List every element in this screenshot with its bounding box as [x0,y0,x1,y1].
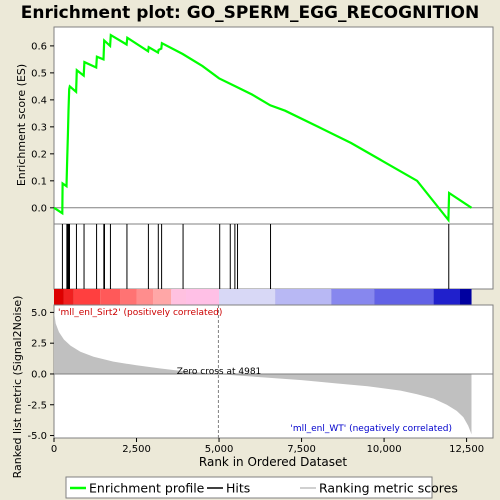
heatmap-segment [136,289,154,305]
heatmap-segment [153,289,172,305]
x-axis: 0 2,500 5,000 7,500 10,000 12,500 [51,438,484,455]
chart-title: Enrichment plot: GO_SPERM_EGG_RECOGNITIO… [21,3,480,23]
heatmap-segment [120,289,137,305]
enrichment-profile-line [53,33,473,224]
legend-label: Enrichment profile [89,481,205,496]
heatmap-segment [73,289,101,305]
es-y-axis: 0.0 0.1 0.2 0.3 0.4 0.5 0.6 [31,41,54,214]
ranking-y-tick-label: 2.5 [31,339,47,350]
heatmap-segment [433,289,460,305]
enrichment-panel [53,26,494,225]
x-tick-label: 7,500 [287,444,316,455]
x-axis-label: Rank in Ordered Dataset [199,455,347,469]
positive-correlation-label: 'mll_enl_Sirt2' (positively correlated) [58,308,222,318]
es-y-tick-label: 0.6 [31,41,47,52]
es-y-tick-label: 0.0 [31,203,47,214]
heatmap-segment [100,289,121,305]
heatmap-segment [331,289,375,305]
heatmap-segment [219,289,276,305]
ranking-y-tick-label: 5.0 [31,308,47,319]
heatmap-segment [186,289,220,305]
x-tick-label: 2,500 [122,444,151,455]
ranking-y-tick-label: 0.0 [31,369,47,380]
es-y-tick-label: 0.3 [31,122,47,133]
zero-cross-label: Zero cross at 4981 [177,367,262,377]
ranking-y-tick-label: -2.5 [27,400,47,411]
legend: Enrichment profile Hits Ranking metric sco… [70,481,458,496]
legend-label: Hits [226,481,250,496]
heatmap-segment [171,289,187,305]
ranking-y-tick-label: -5.0 [27,431,47,442]
heatmap-segment [54,289,64,305]
heatmap-bar [54,289,472,305]
heatmap-segment [275,289,332,305]
ranking-y-axis-label: Ranked list metric (Signal2Noise) [11,296,24,479]
x-tick-label: 0 [51,444,57,455]
es-y-tick-label: 0.2 [31,149,47,160]
es-y-tick-label: 0.4 [31,95,47,106]
ranking-y-axis: -5.0 -2.5 0.0 2.5 5.0 [27,308,54,442]
hits-marks [61,224,450,289]
negative-correlation-label: 'mll_enl_WT' (negatively correlated) [290,424,452,434]
x-tick-label: 10,000 [367,444,402,455]
x-tick-label: 5,000 [205,444,234,455]
es-y-axis-label: Enrichment score (ES) [15,64,28,186]
es-y-tick-label: 0.1 [31,176,47,187]
legend-box [65,476,433,499]
heatmap-segment [63,289,74,305]
es-y-tick-label: 0.5 [31,68,47,79]
legend-label: Ranking metric scores [319,481,458,496]
heatmap-segment [374,289,434,305]
x-tick-label: 12,500 [449,444,484,455]
hits-panel [53,223,494,290]
ranking-metric-area [54,311,472,435]
heatmap-segment [459,289,472,305]
